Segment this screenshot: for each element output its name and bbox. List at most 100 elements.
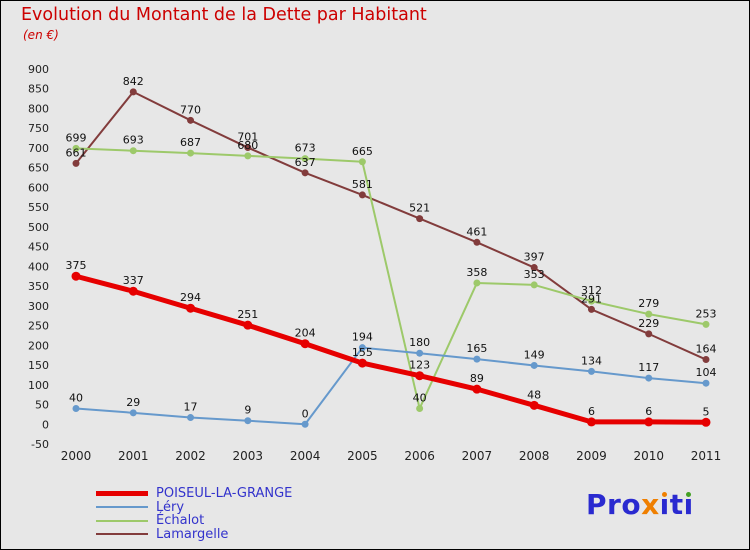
data-label-POISEUL-LA-GRANGE: 294 — [180, 291, 201, 304]
data-point-Échalot — [72, 144, 80, 152]
data-point-Lamargelle — [72, 159, 80, 167]
data-label-Léry: 194 — [352, 331, 373, 344]
series-line-Léry — [75, 346, 707, 426]
y-axis-tick-label: 50 — [35, 399, 49, 412]
legend-label-lery: Léry — [156, 499, 185, 515]
data-label-Lamargelle: 661 — [66, 146, 87, 159]
data-point-Léry — [301, 420, 309, 428]
data-point-Léry — [702, 379, 710, 387]
proxiti-logo: Proxıtı — [586, 488, 694, 521]
data-label-Lamargelle: 521 — [409, 202, 430, 215]
data-label-Lamargelle: 164 — [696, 343, 717, 356]
data-point-Lamargelle — [129, 88, 137, 96]
data-point-Léry — [530, 361, 538, 369]
y-axis-tick-label: 550 — [28, 201, 49, 214]
data-label-POISEUL-LA-GRANGE: 5 — [703, 405, 710, 418]
data-point-Échalot — [702, 320, 710, 328]
data-point-Échalot — [358, 158, 366, 166]
data-point-POISEUL-LA-GRANGE — [586, 417, 596, 427]
data-label-Léry: 180 — [409, 336, 430, 349]
x-axis-tick-label: 2011 — [691, 449, 722, 463]
data-point-Échalot — [587, 297, 595, 305]
data-point-Léry — [416, 349, 424, 357]
data-label-Léry: 149 — [524, 348, 545, 361]
y-axis-tick-label: 650 — [28, 162, 49, 175]
x-axis-tick-label: 2008 — [519, 449, 550, 463]
legend-swatch-poiseul-la-grange — [96, 491, 148, 497]
data-label-Échalot: 687 — [180, 136, 201, 149]
legend-label-echalot: Échalot — [156, 513, 205, 529]
x-axis-tick-label: 2010 — [633, 449, 664, 463]
data-label-Léry: 40 — [69, 391, 83, 404]
data-label-POISEUL-LA-GRANGE: 337 — [123, 274, 144, 287]
data-label-POISEUL-LA-GRANGE: 6 — [645, 405, 652, 418]
data-point-Échalot — [645, 310, 653, 318]
data-point-Échalot — [416, 404, 424, 412]
legend-swatch-lamargelle — [96, 533, 148, 536]
data-label-POISEUL-LA-GRANGE: 6 — [588, 405, 595, 418]
data-label-Échalot: 693 — [123, 134, 144, 147]
chart-title: Evolution du Montant de la Dette par Hab… — [21, 5, 427, 25]
data-point-POISEUL-LA-GRANGE — [128, 286, 138, 296]
data-label-Échalot: 358 — [466, 266, 487, 279]
x-axis-tick-label: 2005 — [347, 449, 378, 463]
data-label-Léry: 165 — [466, 342, 487, 355]
y-axis-tick-label: 400 — [28, 260, 49, 273]
data-point-POISEUL-LA-GRANGE — [701, 417, 711, 427]
logo-x: x — [641, 488, 660, 521]
y-axis-tick-label: 150 — [28, 359, 49, 372]
data-point-Lamargelle — [358, 191, 366, 199]
data-point-Lamargelle — [645, 330, 653, 338]
data-label-Échalot: 279 — [638, 297, 659, 310]
series-line-Lamargelle — [75, 90, 707, 361]
data-label-Échalot: 699 — [66, 131, 87, 144]
data-point-Lamargelle — [187, 116, 195, 124]
data-point-Échalot — [187, 149, 195, 157]
data-point-Lamargelle — [244, 144, 252, 152]
legend-label-lamargelle: Lamargelle — [156, 526, 229, 542]
x-axis-tick-label: 2007 — [462, 449, 493, 463]
y-axis-tick-label: 250 — [28, 320, 49, 333]
logo-i1: ı — [659, 488, 670, 521]
data-label-POISEUL-LA-GRANGE: 251 — [237, 308, 258, 321]
chart-subtitle: (en €) — [23, 28, 59, 42]
data-point-Lamargelle — [301, 169, 309, 177]
data-label-POISEUL-LA-GRANGE: 155 — [352, 346, 373, 359]
data-point-Léry — [129, 409, 137, 417]
y-axis-tick-label: 0 — [42, 418, 49, 431]
data-point-Lamargelle — [702, 356, 710, 364]
y-axis-tick-label: 600 — [28, 181, 49, 194]
data-label-Échalot: 353 — [524, 268, 545, 281]
data-point-Échalot — [244, 152, 252, 160]
data-point-POISEUL-LA-GRANGE — [644, 417, 654, 427]
data-point-Lamargelle — [530, 264, 538, 272]
data-label-Échalot: 673 — [295, 142, 316, 155]
x-axis-tick-label: 2002 — [175, 449, 206, 463]
y-axis-tick-label: 850 — [28, 83, 49, 96]
data-label-Lamargelle: 842 — [123, 75, 144, 88]
data-label-Lamargelle: 229 — [638, 317, 659, 330]
legend-item-lamargelle: Lamargelle — [96, 528, 292, 542]
x-axis-tick-label: 2003 — [233, 449, 264, 463]
data-label-Léry: 0 — [302, 407, 309, 420]
data-label-POISEUL-LA-GRANGE: 48 — [527, 388, 541, 401]
data-label-Lamargelle: 701 — [237, 131, 258, 144]
data-label-Échalot: 665 — [352, 145, 373, 158]
legend-swatch-lery — [96, 506, 148, 509]
legend-item-echalot: Échalot — [96, 514, 292, 528]
data-label-POISEUL-LA-GRANGE: 375 — [66, 259, 87, 272]
data-point-Léry — [72, 404, 80, 412]
legend-label-poiseul-la-grange: POISEUL-LA-GRANGE — [156, 486, 293, 502]
y-axis-tick-label: 900 — [28, 63, 49, 76]
data-point-Lamargelle — [416, 215, 424, 223]
legend-item-poiseul-la-grange: POISEUL-LA-GRANGE — [96, 487, 292, 501]
y-axis-tick-label: 800 — [28, 102, 49, 115]
data-label-POISEUL-LA-GRANGE: 123 — [409, 359, 430, 372]
data-label-Lamargelle: 637 — [295, 156, 316, 169]
legend-swatch-echalot — [96, 519, 148, 522]
data-label-Léry: 104 — [696, 366, 717, 379]
data-label-Léry: 17 — [184, 401, 198, 414]
data-point-POISEUL-LA-GRANGE — [71, 271, 81, 281]
data-label-Échalot: 40 — [413, 391, 427, 404]
